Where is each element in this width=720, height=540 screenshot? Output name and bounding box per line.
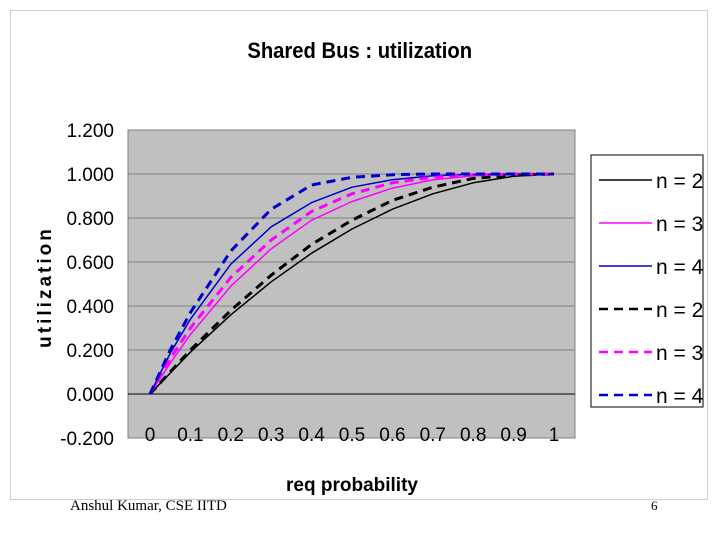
x-tick-label: 0.6 <box>379 425 405 446</box>
y-tick-label: 1.200 <box>66 121 114 142</box>
legend-box <box>590 154 704 408</box>
y-tick-label: 0.000 <box>66 385 114 406</box>
x-tick-label: 0 <box>145 425 156 446</box>
x-tick-labels: 0 0.1 0.2 0.3 0.4 0.5 0.6 0.7 0.8 0.9 1 <box>145 425 560 446</box>
page-number: 6 <box>651 498 658 513</box>
legend: n = 2 n = 3 n = 4 n = 2 n = 3 n = 4 <box>599 170 704 408</box>
series-lines <box>148 172 555 396</box>
plot-area <box>127 129 576 439</box>
series-line-4 <box>148 172 555 396</box>
x-tick-label: 0.1 <box>177 425 203 446</box>
legend-label: n = 3 <box>656 213 703 236</box>
y-tick-label: 0.400 <box>66 297 114 318</box>
y-tick-label: 1.000 <box>66 165 114 186</box>
legend-label: n = 3 <box>656 342 703 365</box>
y-tick-label: -0.200 <box>60 429 114 450</box>
x-tick-label: 0.4 <box>298 425 325 446</box>
x-tick-label: 0.8 <box>460 425 486 446</box>
chart-title: Shared Bus : utilization <box>247 39 472 63</box>
y-tick-label: 0.800 <box>66 209 114 230</box>
footer-author: Anshul Kumar, CSE IITD <box>70 498 227 514</box>
y-tick-label: 0.600 <box>66 253 114 274</box>
x-tick-label: 1 <box>549 425 560 446</box>
x-tick-label: 0.7 <box>420 425 446 446</box>
x-tick-label: 0.9 <box>500 425 526 446</box>
x-tick-label: 0.3 <box>258 425 284 446</box>
series-line-6 <box>148 172 554 395</box>
x-tick-label: 0.5 <box>339 425 365 446</box>
y-tick-labels: 1.200 1.000 0.800 0.600 0.400 0.200 0.000 -0.20… <box>60 121 114 450</box>
legend-label: n = 4 <box>656 256 704 279</box>
y-axis-label: utilization <box>35 226 56 348</box>
y-tick-label: 0.200 <box>66 341 114 362</box>
chart-frame <box>10 10 708 500</box>
legend-label: n = 2 <box>656 170 703 193</box>
legend-label: n = 4 <box>656 385 704 408</box>
x-tick-label: 0.2 <box>218 425 244 446</box>
x-axis-label: req probability <box>286 475 418 496</box>
legend-label: n = 2 <box>656 299 703 322</box>
